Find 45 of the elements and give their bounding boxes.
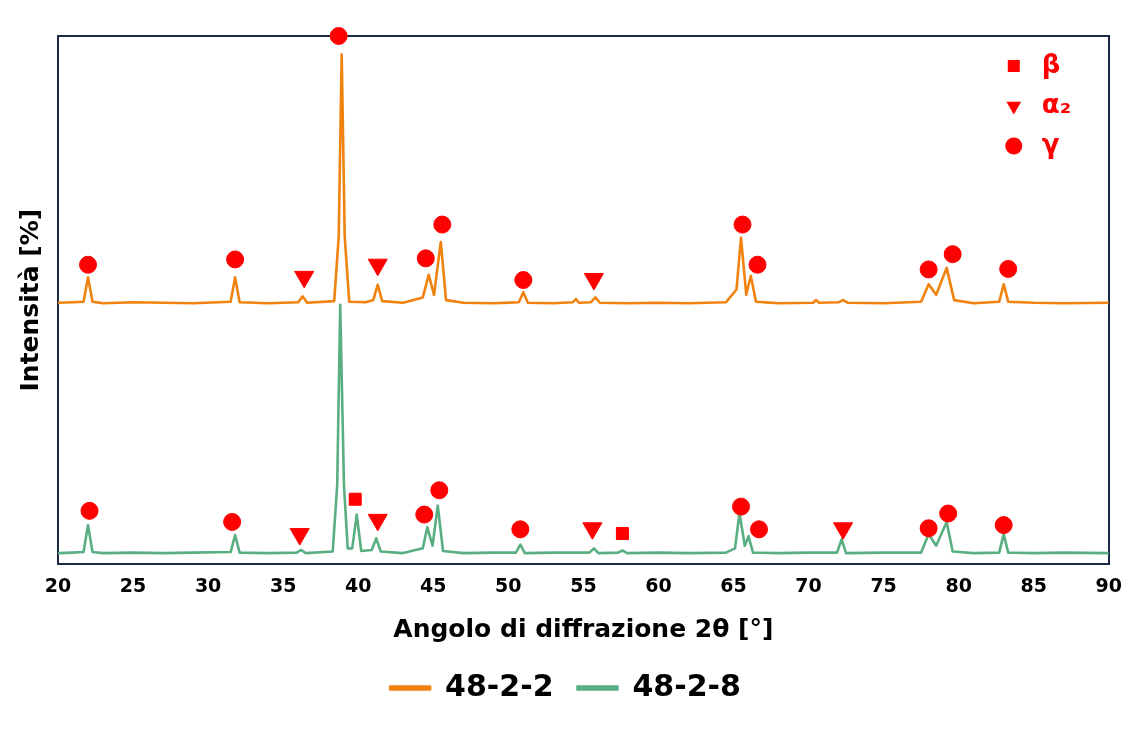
point bbox=[732, 497, 751, 516]
point bbox=[748, 255, 767, 274]
x-tick-label: 30 bbox=[194, 573, 222, 596]
x-tick-label: 75 bbox=[870, 573, 897, 596]
x-tick-label: 60 bbox=[645, 573, 672, 596]
point bbox=[329, 27, 348, 45]
point bbox=[416, 249, 435, 268]
x-tick-label: 70 bbox=[795, 573, 822, 596]
legend-label: α₂ bbox=[1041, 88, 1072, 119]
point bbox=[226, 250, 245, 269]
point bbox=[919, 519, 938, 538]
x-tick-label: 50 bbox=[495, 573, 522, 596]
point bbox=[999, 259, 1018, 278]
legend-label: 48-2-2 bbox=[445, 667, 554, 703]
point bbox=[994, 516, 1013, 535]
x-tick-label: 35 bbox=[269, 573, 297, 596]
x-tick-label: 25 bbox=[119, 573, 147, 596]
point bbox=[943, 245, 962, 264]
point bbox=[919, 260, 938, 279]
x-tick-label: 45 bbox=[420, 573, 447, 596]
point bbox=[348, 492, 362, 506]
legend-label: γ bbox=[1041, 128, 1060, 159]
y-axis-title: Intensità [%] bbox=[14, 208, 44, 392]
legend-label: 48-2-8 bbox=[632, 667, 741, 703]
legend-label: β bbox=[1041, 48, 1061, 79]
point bbox=[939, 504, 958, 523]
point bbox=[415, 505, 434, 524]
point bbox=[514, 271, 533, 290]
point bbox=[80, 501, 99, 520]
x-tick-label: 90 bbox=[1095, 573, 1123, 596]
point bbox=[733, 215, 752, 234]
x-tick-label: 55 bbox=[570, 573, 597, 596]
x-tick-label: 80 bbox=[945, 573, 972, 596]
x-tick-label: 85 bbox=[1020, 573, 1047, 596]
x-tick-label: 40 bbox=[345, 573, 372, 596]
point bbox=[615, 527, 629, 541]
point bbox=[223, 512, 242, 531]
point bbox=[750, 520, 769, 539]
point bbox=[79, 255, 98, 274]
x-tick-label: 65 bbox=[720, 573, 747, 596]
point bbox=[511, 520, 530, 539]
point bbox=[433, 215, 452, 234]
x-axis-title: Angolo di diffrazione 2θ [°] bbox=[393, 613, 774, 643]
point bbox=[430, 481, 449, 500]
x-tick-label: 20 bbox=[44, 573, 72, 596]
